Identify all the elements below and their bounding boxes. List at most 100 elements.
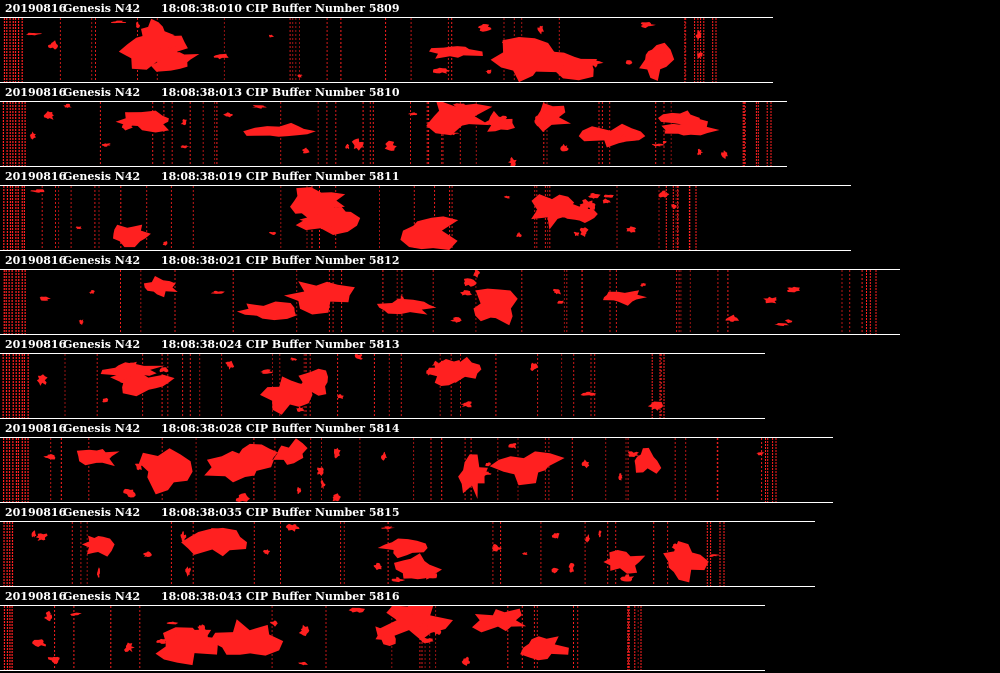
buffer-number: CIP Buffer Number 5816: [245, 590, 400, 603]
particle-fragment: [270, 620, 278, 627]
buffer-time: 18:08:38:043: [161, 590, 243, 603]
particle-fragment: [586, 59, 604, 68]
top-rule: [0, 521, 815, 522]
particle-fragment: [391, 576, 406, 583]
particle-image-strip: [3, 18, 717, 82]
particle-fragment: [658, 190, 670, 198]
particle-fragment: [48, 40, 58, 50]
particle-image: [377, 538, 428, 559]
particle-image: [634, 447, 662, 474]
particle-fragment: [485, 462, 492, 467]
particle-fragment: [296, 406, 305, 412]
bottom-rule: [0, 250, 851, 251]
bottom-rule: [0, 502, 833, 503]
particle-fragment: [579, 227, 589, 237]
particle-fragment: [463, 278, 477, 287]
particle-fragment: [445, 132, 460, 136]
particle-image: [578, 123, 646, 148]
particle-fragment: [756, 452, 765, 456]
bottom-rule: [0, 670, 765, 671]
particle-fragment: [408, 112, 418, 116]
buffer-time: 18:08:38:035: [161, 506, 243, 519]
particle-fragment: [268, 34, 274, 38]
buffer-info: 18:08:38:013 CIP Buffer Number 5810: [161, 84, 400, 101]
particle-fragment: [552, 288, 561, 295]
particle-fragment: [134, 462, 144, 471]
particle-fragment: [434, 628, 442, 636]
bottom-rule: [0, 166, 787, 167]
particle-fragment: [317, 467, 324, 476]
particle-fragment: [210, 290, 225, 294]
particle-fragment: [351, 138, 364, 151]
particle-image-strip: [3, 270, 877, 334]
particle-fragment: [556, 300, 565, 304]
particle-image: [425, 360, 463, 386]
particle-fragment: [213, 53, 229, 60]
particle-fragment: [102, 397, 109, 403]
particle-fragment: [143, 551, 152, 557]
particle-fragment: [418, 619, 429, 630]
top-rule: [0, 269, 900, 270]
particle-fragment: [337, 394, 344, 399]
particle-fragment: [763, 296, 777, 304]
buffer-date: 20190816: [5, 338, 67, 351]
particle-fragment: [581, 459, 590, 469]
bottom-rule: [0, 586, 815, 587]
particle-fragment: [31, 530, 37, 538]
buffer-time: 18:08:38:019: [161, 170, 243, 183]
particle-fragment: [640, 22, 656, 29]
particle-fragment: [697, 148, 704, 156]
particle-image: [490, 37, 567, 82]
buffer-strip: 20190816 Genesis N42 18:08:38:019 CIP Buff…: [0, 168, 1000, 252]
particle-image: [531, 194, 578, 230]
particle-image: [473, 288, 518, 326]
particle-fragment: [180, 119, 187, 126]
particle-fragment: [431, 360, 440, 368]
particle-image-strip: [2, 354, 665, 418]
particle-image: [147, 32, 188, 62]
particle-fragment: [696, 52, 703, 59]
particle-fragment: [602, 198, 611, 204]
particle-fragment: [450, 317, 462, 323]
buffer-number: CIP Buffer Number 5811: [245, 170, 400, 183]
particle-fragment: [403, 545, 419, 551]
particle-fragment: [180, 531, 187, 542]
particle-image: [299, 206, 348, 230]
particle-fragment: [354, 354, 363, 360]
buffer-info: 18:08:38:019 CIP Buffer Number 5811: [161, 168, 400, 185]
particle-fragment: [460, 290, 472, 296]
particle-fragment: [298, 661, 309, 666]
particle-image: [272, 438, 308, 465]
particle-image: [489, 451, 565, 486]
buffer-time: 18:08:38:021: [161, 254, 243, 267]
particle-fragment: [424, 571, 438, 580]
particle-fragment: [97, 567, 100, 578]
particle-fragment: [574, 69, 587, 75]
particle-fragment: [25, 32, 43, 36]
particle-fragment: [297, 74, 303, 78]
particle-fragment: [348, 607, 366, 613]
particle-fragment: [334, 447, 341, 459]
buffer-time: 18:08:38:010: [161, 2, 243, 15]
particle-fragment: [384, 140, 397, 151]
particle-fragment: [647, 401, 664, 411]
particle-fragment: [32, 639, 47, 647]
particle-fragment: [598, 529, 602, 538]
top-rule: [0, 437, 833, 438]
particle-fragment: [626, 226, 637, 233]
particle-fragment: [127, 361, 137, 368]
particle-fragment: [302, 147, 310, 154]
buffer-number: CIP Buffer Number 5812: [245, 254, 400, 267]
particle-fragment: [373, 562, 382, 571]
buffer-strip: 20190816 Genesis N42 18:08:38:010 CIP Buff…: [0, 0, 1000, 84]
particle-fragment: [580, 391, 597, 396]
particle-fragment: [573, 231, 580, 237]
particle-fragment: [560, 143, 569, 152]
particle-fragment: [251, 105, 267, 109]
particle-fragment: [400, 295, 405, 302]
particle-fragment: [180, 145, 190, 149]
particle-fragment: [537, 25, 544, 35]
particle-image: [603, 550, 646, 574]
particle-image: [394, 553, 442, 580]
buffer-strip: 20190816 Genesis N42 18:08:38:021 CIP Buff…: [0, 252, 1000, 336]
